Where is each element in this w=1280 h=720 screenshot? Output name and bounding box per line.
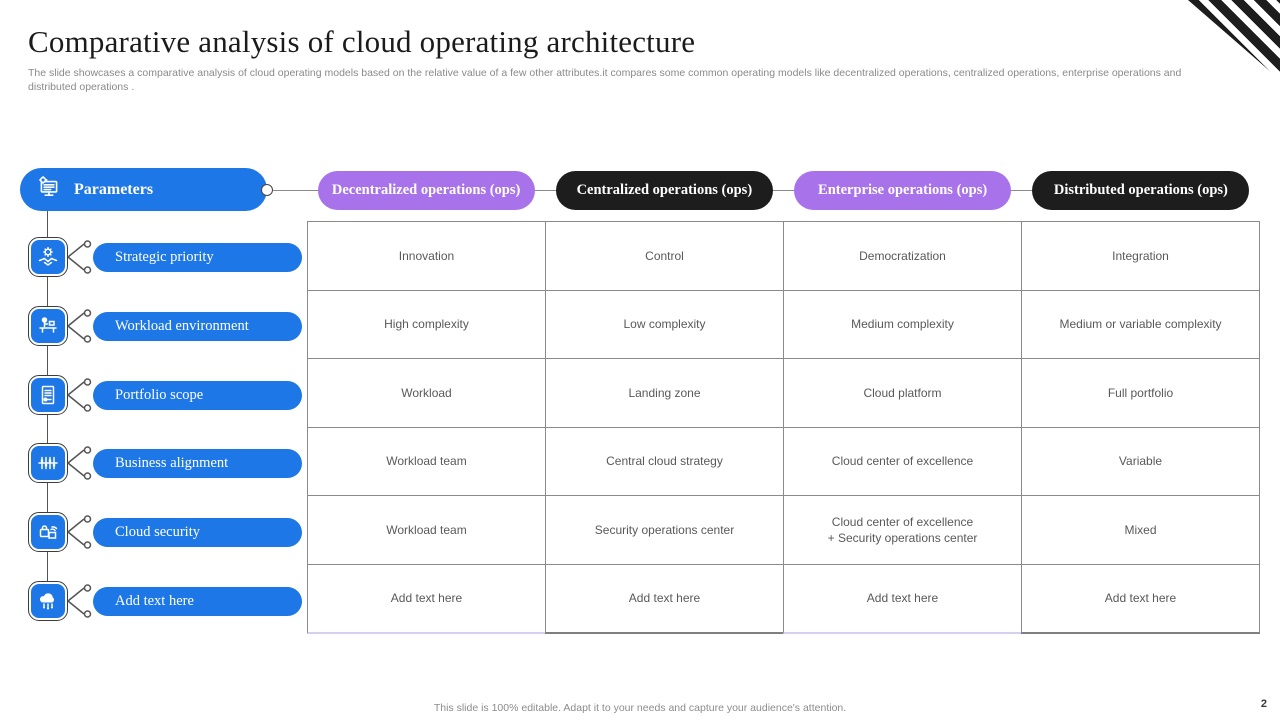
column-header-pill: Distributed operations (ops) (1032, 171, 1250, 210)
column-header-slot: Decentralized operations (ops) (307, 171, 545, 210)
table-cell: Landing zone (546, 358, 783, 427)
table-cell: Workload team (308, 426, 545, 496)
monitor-gear-icon (36, 174, 62, 205)
column-headers: Decentralized operations (ops) Centralize… (307, 171, 1260, 210)
table-cell: Cloud platform (784, 358, 1021, 427)
slide-subtitle: The slide showcases a comparative analys… (28, 67, 1182, 93)
parameters-header: Parameters (20, 168, 267, 211)
page-number: 2 (1260, 698, 1267, 710)
table-cell: Cloud center of excellence + Security op… (784, 495, 1021, 564)
table-cell: Add text here (1022, 563, 1259, 633)
parameter-label: Workload environment (115, 317, 249, 334)
comparison-table: Innovation High complexity Workload Workloa… (307, 221, 1260, 634)
connector-bracket (67, 378, 92, 412)
connector-bracket (67, 240, 92, 274)
column-header-slot: Distributed operations (ops) (1022, 171, 1260, 210)
parameter-label: Cloud security (115, 523, 200, 540)
parameter-item: Add text here (28, 581, 302, 621)
parameter-pill: Workload environment (93, 311, 302, 341)
table-cell: Security operations center (546, 495, 783, 564)
table-column: Innovation High complexity Workload Workloa… (307, 221, 545, 634)
table-cell: Control (546, 221, 783, 290)
table-cell: Workload (308, 358, 545, 427)
parameter-item: Workload environment (28, 306, 302, 346)
page-title: Comparative analysis of cloud operating … (28, 24, 696, 59)
lock-cloud-icon (28, 512, 68, 552)
parameter-pill: Business alignment (93, 448, 302, 478)
column-header-pill: Centralized operations (ops) (555, 171, 773, 210)
table-cell: Central cloud strategy (546, 426, 783, 496)
parameter-item: Business alignment (28, 443, 302, 483)
parameters-header-label: Parameters (74, 180, 154, 198)
table-cell: Democratization (784, 221, 1021, 290)
parameter-pill: Strategic priority (93, 242, 302, 272)
table-cell: Medium complexity (784, 289, 1021, 359)
column-header-slot: Enterprise operations (ops) (784, 171, 1022, 210)
table-cell: Full portfolio (1022, 358, 1259, 427)
table-cell: Mixed (1022, 495, 1259, 564)
parameter-pill: Portfolio scope (93, 380, 302, 410)
table-cell: High complexity (308, 289, 545, 359)
table-column: Control Low complexity Landing zone Central… (545, 221, 783, 634)
document-icon (28, 375, 68, 415)
parameter-label: Strategic priority (115, 248, 214, 265)
table-cell: Workload team (308, 495, 545, 564)
column-header-slot: Centralized operations (ops) (545, 171, 783, 210)
parameter-item: Portfolio scope (28, 375, 302, 415)
table-column: Integration Medium or variable complexity… (1021, 221, 1260, 634)
connector-bracket (67, 446, 92, 480)
parameter-label: Business alignment (115, 454, 229, 471)
handshake-gear-icon (28, 237, 68, 277)
column-header-pill: Decentralized operations (ops) (317, 171, 535, 210)
connector-bracket (67, 515, 92, 549)
table-cell: Add text here (784, 563, 1021, 633)
person-desk-icon (28, 306, 68, 346)
parameter-item: Cloud security (28, 512, 302, 552)
table-cell: Integration (1022, 221, 1259, 290)
connector-node (261, 184, 273, 196)
parameter-label: Add text here (115, 592, 194, 609)
table-cell: Low complexity (546, 289, 783, 359)
equalizer-icon (28, 443, 68, 483)
parameter-pill: Cloud security (93, 517, 302, 547)
table-cell: Cloud center of excellence (784, 426, 1021, 496)
table-cell: Add text here (546, 563, 783, 633)
parameter-label: Portfolio scope (115, 386, 204, 403)
connector-bracket (67, 584, 92, 618)
table-cell: Add text here (308, 563, 545, 633)
column-header-pill: Enterprise operations (ops) (794, 171, 1012, 210)
cloud-network-icon (28, 581, 68, 621)
table-cell: Medium or variable complexity (1022, 289, 1259, 359)
table-cell: Variable (1022, 426, 1259, 496)
corner-stripes-decoration (1188, 0, 1280, 80)
table-column: Democratization Medium complexity Cloud pl… (783, 221, 1021, 634)
parameter-item: Strategic priority (28, 237, 302, 277)
footer-note: This slide is 100% editable. Adapt it to… (433, 702, 847, 714)
table-cell: Innovation (308, 221, 545, 290)
parameter-pill: Add text here (93, 586, 302, 616)
connector-bracket (67, 309, 92, 343)
